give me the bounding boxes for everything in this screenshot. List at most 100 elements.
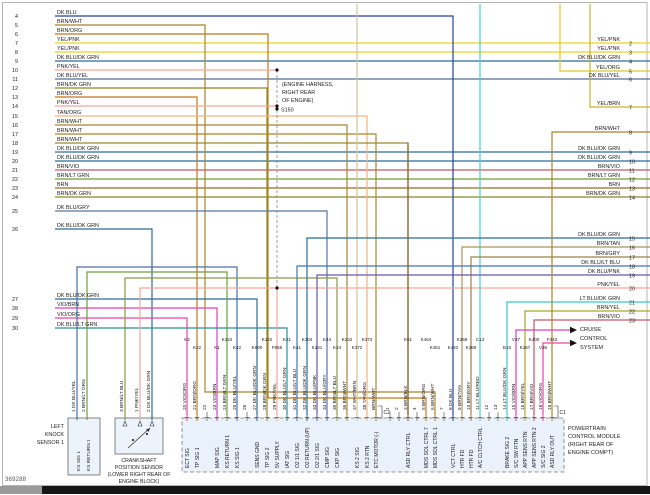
left-wire-number: 28 [12,306,18,312]
left-wire-number: 10 [12,68,18,74]
pcm-pin-wire-label: 24 BRN/LT GRN [222,374,228,410]
pcm-pin-function: MDS SOL CTRL 1 [433,427,439,468]
pcm-pin-function: CMP SIG [325,447,331,468]
circuit-id: K342 [222,337,233,342]
right-wire-color-label: DK BLU/DK GRN [578,232,620,238]
splice-note: RIGHT REAR [282,90,315,96]
left-wire-color-label: PNK/YEL [57,100,80,106]
wire [55,317,188,415]
ckp-pin-mark [122,420,128,427]
pcm-pin-wire-label: 6 BRN/WHT [430,384,436,410]
pcm-pin-wire-label: 12 [484,404,490,410]
pcm-pin-function: HTR FD [469,449,475,468]
right-wire-number: 13 [629,187,635,193]
right-wire-number: 3 [629,51,632,57]
left-wire-color-label: DK BLU/GRY [57,205,90,211]
wire [55,228,153,420]
pcm-pin-wire-label: 5 BRN/ORG [421,383,427,410]
wire [76,266,238,420]
splice-dot [275,104,279,108]
knock-sensor-signal-label: KS SIG 1 [76,451,82,471]
cruise-control-label: CONTROL [580,336,607,342]
pcm-pin-wire-label: 35 BRN/LT BLU [332,376,338,410]
left-wire-color-label: DK BLU/DK GRN [57,155,99,161]
left-wire-number: 27 [12,297,18,303]
pcm-pin-wire-label: 18 VIO/ORG [538,383,544,410]
splice-note: OF ENGINE) [282,98,314,104]
wire [55,15,454,415]
pcm-pin-wire-label: 1 [385,407,391,410]
right-wire-number: 23 [629,319,635,325]
pcm-pin-function: SENS GND [255,441,261,468]
left-wire-color-label: BRN/WHT [57,137,83,143]
right-wire-color-label: BRN/GRY [596,251,621,257]
circuit-id: K2 [184,337,190,342]
pcm-pin-wire-label: 4 [412,407,418,410]
circuit-id: B16 [503,345,512,350]
pcm-pin-function: O2 1/1 SIG [295,443,301,468]
wire [306,237,650,415]
pcm-pin-function: A/C CLTCH CTRL [478,427,484,468]
pcm-pin-wire-label: 19 BRN/WHT [547,381,553,410]
left-wire-color-label: BRN/DK GRN [57,191,91,197]
pcm-pin-wire-label: 38 TAN/ORG [362,382,368,410]
pcm-pin-function: ETC MOTOR (-) [374,431,380,468]
splice-note: (ENGINE HARNESS, [282,82,334,88]
connector-id: C2 [384,410,391,416]
ckp-sensor-label: POSITION SENSOR [115,465,163,471]
wire [55,307,218,415]
right-wire-number: 22 [629,310,635,316]
wire [124,277,338,420]
right-wire-color-label: DK BLU/DK GRN [578,155,620,161]
left-wire-color-label: BRN/WHT [57,119,83,125]
left-wire-color-label: DK BLU/DK GRN [57,146,99,152]
pcm-pin-wire-label: BRN/WHT [371,388,377,410]
wire [533,319,650,415]
ckp-pin-mark [149,420,155,427]
left-wire-number: 23 [12,186,18,192]
right-wire-number: 17 [629,256,635,262]
right-wire-color-label: DK BLU/YEL [589,73,620,79]
left-wire-color-label: VIO/ORG [57,312,80,318]
right-wire-color-label: DK BLU/PNK [588,269,620,275]
pcm-pin-wire-label: 14 LT BLU/DK GRN [502,367,508,410]
pcm-box [181,417,565,473]
wire [55,115,368,415]
knock-sensor-signal-label: KS RETURN 1 [86,439,92,471]
left-wire-number: 6 [15,32,18,38]
pcm-pin-wire-label: 23 VIO/BRN [212,383,218,410]
left-wire-color-label: DK BLU/YEL [57,73,88,79]
left-wire-number: 13 [12,95,18,101]
circuit-id: K21 [283,337,292,342]
left-wire-color-label: BRN/ORG [57,28,82,34]
left-wire-number: 19 [12,150,18,156]
cruise-control-label: SYSTEM [580,345,603,351]
pcm-pin-wire-label: 32 DK BLU/DK GRN [302,365,308,410]
pcm-pin-wire-label: 25 DK BLU/YEL [232,375,238,410]
left-wire-color-label: BRN/DK GRN [57,82,91,88]
circuit-id: F855 [272,345,283,350]
right-wire-color-label: YEL/BRN [597,101,620,107]
ckp-pin-label: 3 BRN/LT BLU [119,380,125,412]
right-wire-color-label: YEL/PNK [597,46,620,52]
pcm-pin-function: MAP SIG [215,447,221,468]
wire [515,329,570,415]
bottom-bar-black [42,486,650,494]
right-wire-color-label: BRN/VIO [598,164,620,170]
ckp-pin-mark [137,420,143,427]
left-wire-number: 8 [15,50,18,56]
cruise-arrow-icon [570,326,577,334]
pcm-pin-function: CKP SIG [335,448,341,468]
pcm-label: ENGINE COMPT) [568,450,613,456]
ckp-symbol-dot [131,438,135,442]
circuit-id: K369 [457,337,468,342]
pcm-pin-wire-label: 16 BRN/YEL [520,382,526,410]
pcm-pin-function: KS SIG 1 [235,447,241,468]
ckp-sensor-label: (LOWER RIGHT REAR OF [108,472,171,478]
wire [86,271,228,420]
right-wire-number: 4 [629,60,632,66]
left-wire-number: 7 [15,41,18,47]
left-wire-number: 30 [12,326,18,332]
bottom-bar-gray [0,486,42,494]
